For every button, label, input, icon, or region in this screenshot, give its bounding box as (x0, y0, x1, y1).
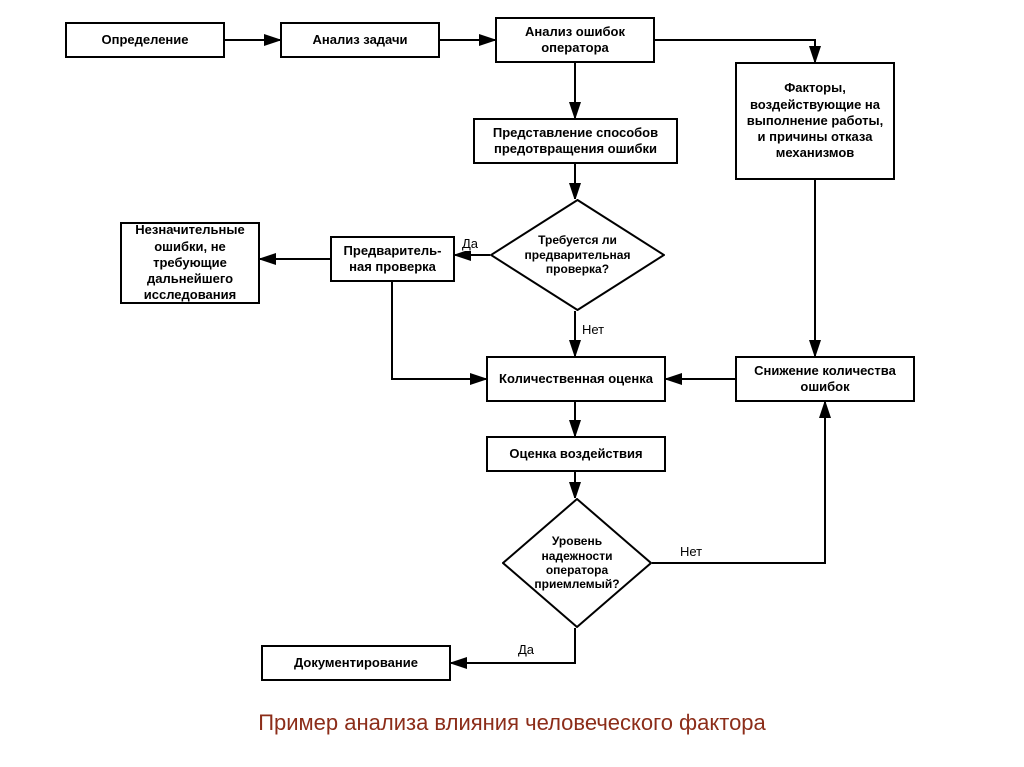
node-minor-errors: Незначительные ошибки, не требующие даль… (120, 222, 260, 304)
node-impact-assessment: Оценка воздействия (486, 436, 666, 472)
edge-label-no: Нет (680, 544, 702, 559)
node-label: Представление способов предотвращения ош… (479, 125, 672, 158)
node-label: Оценка воздействия (509, 446, 642, 462)
node-precheck-required: Требуется ли предварительная проверка? (490, 199, 665, 311)
node-label: Документирование (294, 655, 418, 671)
edge-label-no: Нет (582, 322, 604, 337)
node-operator-error-analysis: Анализ ошибок оператора (495, 17, 655, 63)
node-reduce-errors: Снижение количества ошибок (735, 356, 915, 402)
diagram-caption: Пример анализа влияния человеческого фак… (0, 710, 1024, 736)
edge-label-yes: Да (462, 236, 478, 251)
node-task-analysis: Анализ задачи (280, 22, 440, 58)
node-label: Уровень надежности оператора приемлемый? (502, 534, 652, 592)
node-definition: Определение (65, 22, 225, 58)
node-error-prevention: Представление способов предотвращения ош… (473, 118, 678, 164)
edge-label-yes: Да (518, 642, 534, 657)
node-label: Определение (101, 32, 188, 48)
node-reliability-acceptable: Уровень надежности оператора приемлемый? (502, 498, 652, 628)
node-label: Снижение количества ошибок (741, 363, 909, 396)
node-label: Анализ ошибок оператора (501, 24, 649, 57)
node-factors: Факторы, воздействующие на выполнение ра… (735, 62, 895, 180)
node-precheck: Предваритель- ная проверка (330, 236, 455, 282)
node-label: Требуется ли предварительная проверка? (490, 233, 665, 276)
flowchart-canvas: Определение Анализ задачи Анализ ошибок … (0, 0, 1024, 767)
node-label: Предваритель- ная проверка (336, 243, 449, 276)
node-label: Количественная оценка (499, 371, 653, 387)
node-label: Анализ задачи (312, 32, 407, 48)
node-label: Незначительные ошибки, не требующие даль… (126, 222, 254, 303)
node-label: Факторы, воздействующие на выполнение ра… (741, 80, 889, 161)
node-quantitative-assessment: Количественная оценка (486, 356, 666, 402)
node-documentation: Документирование (261, 645, 451, 681)
